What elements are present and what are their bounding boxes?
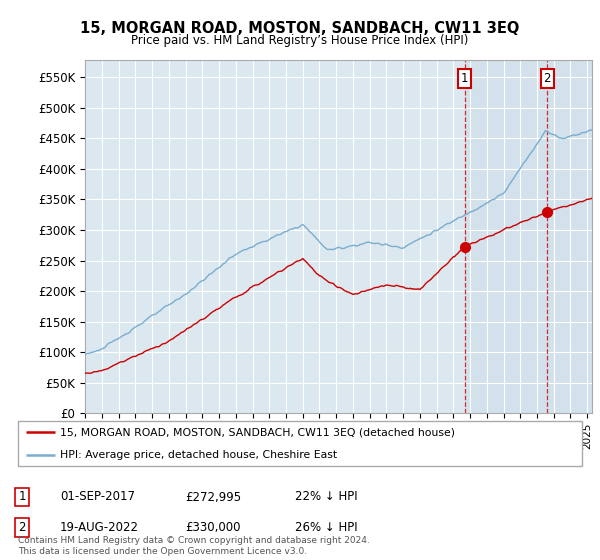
FancyBboxPatch shape (18, 421, 582, 466)
Text: 1: 1 (18, 491, 26, 503)
Text: 22% ↓ HPI: 22% ↓ HPI (295, 491, 358, 503)
Bar (464, 60, 592, 413)
Text: HPI: Average price, detached house, Cheshire East: HPI: Average price, detached house, Ches… (60, 450, 337, 460)
Text: 2: 2 (544, 72, 551, 85)
Text: 01-SEP-2017: 01-SEP-2017 (60, 491, 135, 503)
Text: £272,995: £272,995 (185, 491, 241, 503)
Text: £330,000: £330,000 (185, 521, 241, 534)
Text: 1: 1 (461, 72, 468, 85)
Text: 26% ↓ HPI: 26% ↓ HPI (295, 521, 358, 534)
Text: Contains HM Land Registry data © Crown copyright and database right 2024.
This d: Contains HM Land Registry data © Crown c… (18, 536, 370, 556)
Text: 2: 2 (18, 521, 26, 534)
Text: 19-AUG-2022: 19-AUG-2022 (60, 521, 139, 534)
Text: 15, MORGAN ROAD, MOSTON, SANDBACH, CW11 3EQ (detached house): 15, MORGAN ROAD, MOSTON, SANDBACH, CW11 … (60, 427, 455, 437)
Text: 15, MORGAN ROAD, MOSTON, SANDBACH, CW11 3EQ: 15, MORGAN ROAD, MOSTON, SANDBACH, CW11 … (80, 21, 520, 36)
Text: Price paid vs. HM Land Registry’s House Price Index (HPI): Price paid vs. HM Land Registry’s House … (131, 34, 469, 46)
